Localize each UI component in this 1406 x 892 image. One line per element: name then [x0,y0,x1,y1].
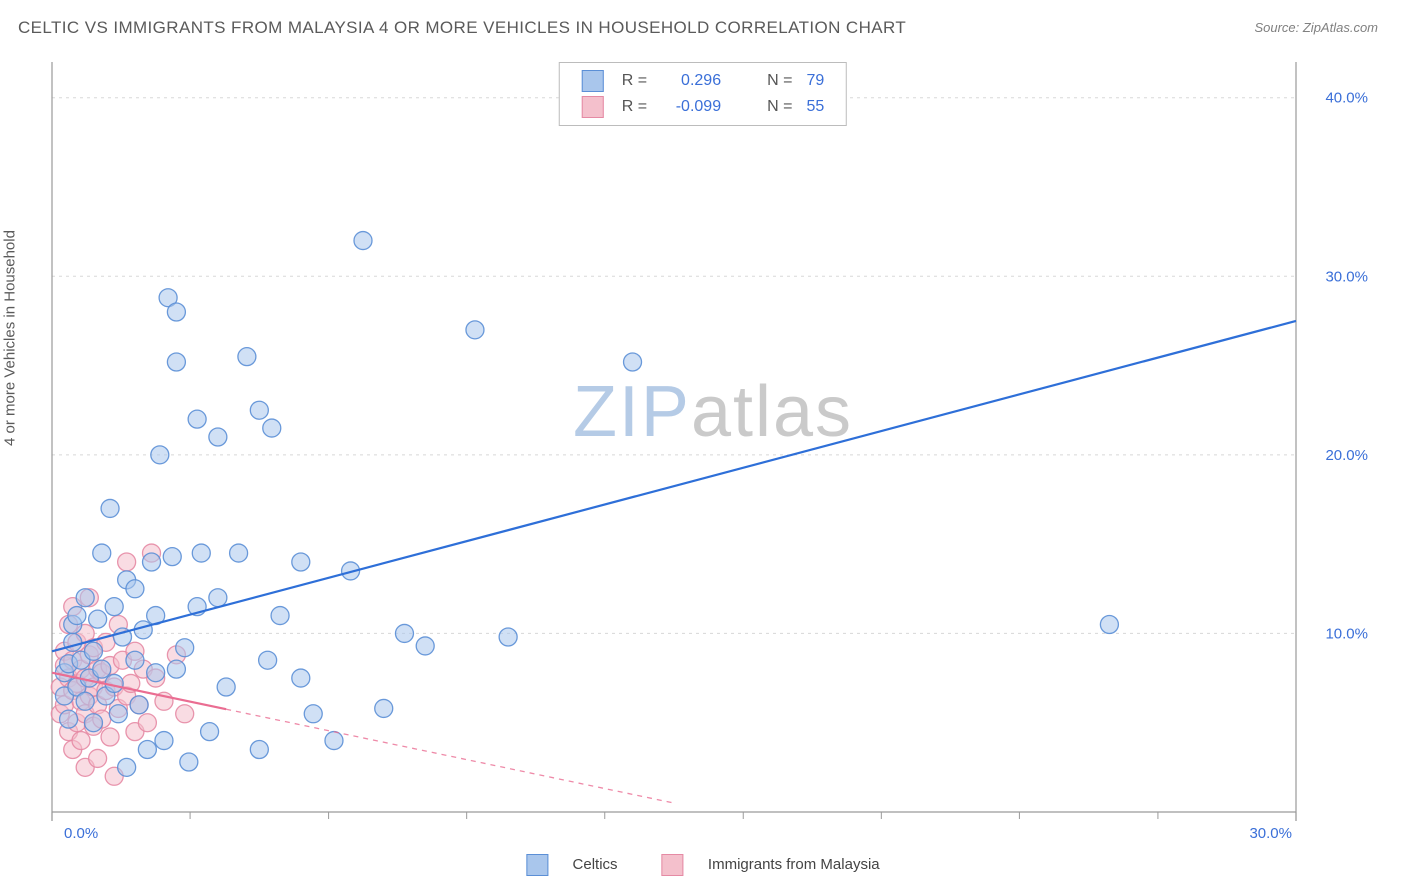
legend-series: Celtics Immigrants from Malaysia [506,854,899,876]
r-label-0: R = [616,69,653,93]
svg-text:10.0%: 10.0% [1325,625,1368,642]
y-axis-label: 4 or more Vehicles in Household [2,230,19,446]
n-value-0: 79 [800,69,830,93]
legend-table: R = 0.296 N = 79 R = -0.099 N = 55 [574,67,832,121]
r-label-1: R = [616,95,653,119]
legend-row-1: R = -0.099 N = 55 [576,95,830,119]
svg-text:0.0%: 0.0% [64,825,98,842]
legend-item-celtics: Celtics [516,856,627,873]
r-value-0: 0.296 [655,69,727,93]
n-label-0: N = [761,69,798,93]
legend-item-malaysia: Immigrants from Malaysia [652,856,890,873]
legend-label-0: Celtics [573,856,618,873]
svg-text:30.0%: 30.0% [1249,825,1292,842]
svg-text:40.0%: 40.0% [1325,90,1368,107]
chart-svg: 10.0% 20.0% 30.0% 40.0% 0.0% 30.0% [50,60,1376,842]
swatch-celtics [582,70,604,92]
svg-text:30.0%: 30.0% [1325,268,1368,285]
swatch-malaysia [582,96,604,118]
source-label: Source: ZipAtlas.com [1254,20,1378,35]
swatch-malaysia-icon [662,854,684,876]
chart-title: CELTIC VS IMMIGRANTS FROM MALAYSIA 4 OR … [18,18,906,38]
legend-correlation: R = 0.296 N = 79 R = -0.099 N = 55 [559,62,847,126]
n-value-1: 55 [800,95,830,119]
legend-row-0: R = 0.296 N = 79 [576,69,830,93]
legend-label-1: Immigrants from Malaysia [708,856,880,873]
chart-area: 10.0%20.0%30.0%40.0%0.0%30.0% ZIPatlas [50,60,1376,842]
r-value-1: -0.099 [655,95,727,119]
svg-text:20.0%: 20.0% [1325,447,1368,464]
swatch-celtics-icon [526,854,548,876]
n-label-1: N = [761,95,798,119]
